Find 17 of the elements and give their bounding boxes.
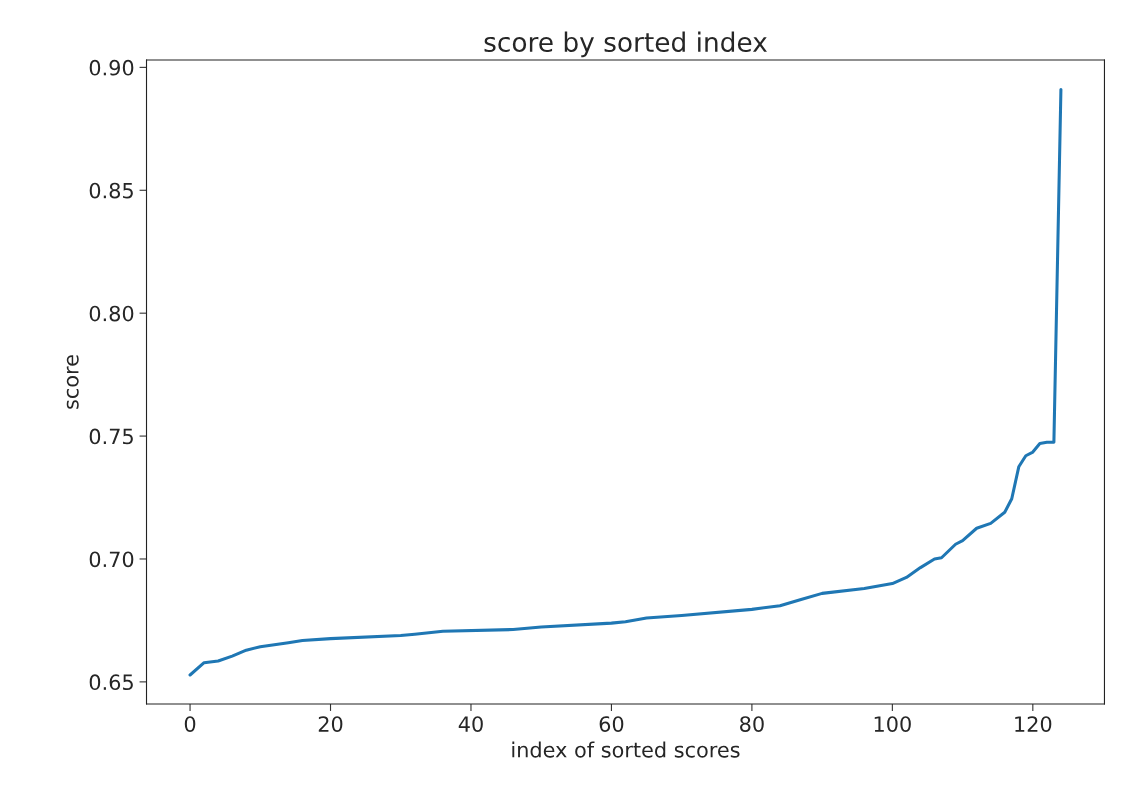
x-tick-label: 20 xyxy=(318,716,343,732)
y-tick-label: 0.90 xyxy=(89,59,134,76)
y-tick-label: 0.70 xyxy=(89,551,134,568)
x-tick-label: 120 xyxy=(1015,716,1052,732)
x-axis-title: index of sorted scores xyxy=(512,741,740,758)
y-tick-label: 0.65 xyxy=(89,674,133,691)
x-tick-label: 40 xyxy=(458,716,483,732)
y-tick-label: 0.75 xyxy=(89,428,133,445)
y-tick-label: 0.85 xyxy=(89,182,133,199)
x-tick-label: 80 xyxy=(740,716,764,732)
line-series xyxy=(188,87,1063,677)
chart-title: score by sorted index xyxy=(484,31,767,58)
x-tick-label: 100 xyxy=(874,716,911,732)
x-tick-label: 60 xyxy=(599,716,624,732)
y-tick-label: 0.80 xyxy=(89,305,134,322)
y-axis-title: score xyxy=(66,355,79,409)
x-tick-label: 0 xyxy=(184,716,196,732)
